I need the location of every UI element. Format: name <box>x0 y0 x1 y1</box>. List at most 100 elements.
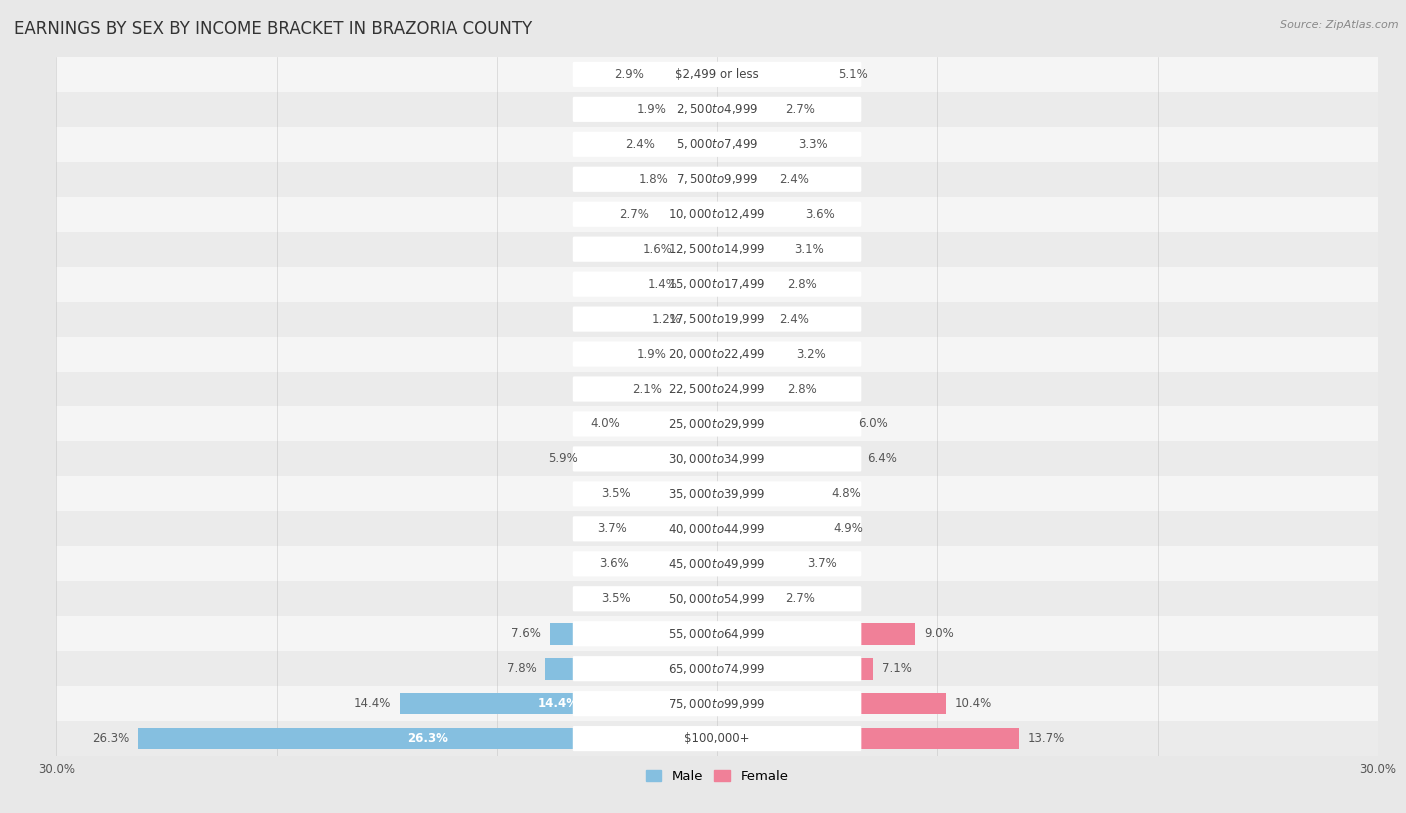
Text: $55,000 to $64,999: $55,000 to $64,999 <box>668 627 766 641</box>
FancyBboxPatch shape <box>572 656 862 681</box>
Bar <box>56 162 1378 197</box>
Text: $17,500 to $19,999: $17,500 to $19,999 <box>668 312 766 326</box>
Text: 7.8%: 7.8% <box>506 663 537 675</box>
Text: $40,000 to $44,999: $40,000 to $44,999 <box>668 522 766 536</box>
Text: 3.2%: 3.2% <box>796 348 827 360</box>
Bar <box>56 581 1378 616</box>
Bar <box>717 63 830 85</box>
Bar <box>56 57 1378 92</box>
Bar <box>717 483 823 505</box>
Bar <box>56 441 1378 476</box>
Bar <box>638 553 717 575</box>
Bar <box>686 273 717 295</box>
Text: 3.6%: 3.6% <box>599 558 628 570</box>
Text: 1.9%: 1.9% <box>637 103 666 115</box>
Text: $12,500 to $14,999: $12,500 to $14,999 <box>668 242 766 256</box>
Text: 2.9%: 2.9% <box>614 68 644 80</box>
Text: EARNINGS BY SEX BY INCOME BRACKET IN BRAZORIA COUNTY: EARNINGS BY SEX BY INCOME BRACKET IN BRA… <box>14 20 533 38</box>
Bar <box>56 127 1378 162</box>
Text: 2.8%: 2.8% <box>787 383 817 395</box>
Text: 4.9%: 4.9% <box>834 523 863 535</box>
FancyBboxPatch shape <box>572 341 862 367</box>
Text: 3.7%: 3.7% <box>598 523 627 535</box>
Text: $15,000 to $17,499: $15,000 to $17,499 <box>668 277 766 291</box>
Bar <box>56 546 1378 581</box>
Bar <box>717 448 858 470</box>
FancyBboxPatch shape <box>572 411 862 437</box>
Bar <box>717 308 770 330</box>
Bar <box>717 168 770 190</box>
Bar <box>675 343 717 365</box>
Bar <box>671 378 717 400</box>
Text: $20,000 to $22,499: $20,000 to $22,499 <box>668 347 766 361</box>
Bar <box>717 98 776 120</box>
Text: 3.7%: 3.7% <box>807 558 837 570</box>
FancyBboxPatch shape <box>572 132 862 157</box>
Text: 10.4%: 10.4% <box>955 698 993 710</box>
Bar <box>56 372 1378 406</box>
Bar <box>628 413 717 435</box>
Text: 3.5%: 3.5% <box>602 488 631 500</box>
Text: 1.6%: 1.6% <box>643 243 673 255</box>
Text: 14.4%: 14.4% <box>354 698 391 710</box>
Bar <box>640 483 717 505</box>
Bar <box>588 448 717 470</box>
Bar <box>717 413 849 435</box>
Legend: Male, Female: Male, Female <box>640 764 794 788</box>
Text: $2,500 to $4,999: $2,500 to $4,999 <box>676 102 758 116</box>
Text: $25,000 to $29,999: $25,000 to $29,999 <box>668 417 766 431</box>
FancyBboxPatch shape <box>572 97 862 122</box>
Bar <box>717 658 873 680</box>
Text: $7,500 to $9,999: $7,500 to $9,999 <box>676 172 758 186</box>
Bar <box>636 518 717 540</box>
Text: Source: ZipAtlas.com: Source: ZipAtlas.com <box>1281 20 1399 30</box>
Bar <box>56 92 1378 127</box>
Bar <box>717 588 776 610</box>
Text: 1.9%: 1.9% <box>637 348 666 360</box>
FancyBboxPatch shape <box>572 202 862 227</box>
Text: 2.4%: 2.4% <box>779 313 808 325</box>
Bar <box>640 588 717 610</box>
Text: 2.4%: 2.4% <box>626 138 655 150</box>
Text: $5,000 to $7,499: $5,000 to $7,499 <box>676 137 758 151</box>
Text: 2.1%: 2.1% <box>633 383 662 395</box>
Bar <box>717 273 779 295</box>
Text: 5.9%: 5.9% <box>548 453 578 465</box>
Text: 2.8%: 2.8% <box>787 278 817 290</box>
Bar <box>56 337 1378 372</box>
Bar <box>717 693 946 715</box>
Text: 3.5%: 3.5% <box>602 593 631 605</box>
Text: 6.4%: 6.4% <box>868 453 897 465</box>
FancyBboxPatch shape <box>572 167 862 192</box>
FancyBboxPatch shape <box>572 516 862 541</box>
Bar <box>56 267 1378 302</box>
Text: 1.8%: 1.8% <box>638 173 669 185</box>
Text: 2.7%: 2.7% <box>786 103 815 115</box>
FancyBboxPatch shape <box>572 446 862 472</box>
FancyBboxPatch shape <box>572 481 862 506</box>
Bar <box>675 98 717 120</box>
Bar <box>546 658 717 680</box>
Text: $65,000 to $74,999: $65,000 to $74,999 <box>668 662 766 676</box>
Bar <box>717 133 790 155</box>
Text: 9.0%: 9.0% <box>924 628 953 640</box>
Text: $100,000+: $100,000+ <box>685 733 749 745</box>
Text: 7.6%: 7.6% <box>510 628 541 640</box>
FancyBboxPatch shape <box>572 307 862 332</box>
Bar <box>717 518 825 540</box>
Text: 13.7%: 13.7% <box>1028 733 1064 745</box>
Text: 3.1%: 3.1% <box>794 243 824 255</box>
Bar <box>56 616 1378 651</box>
Bar <box>717 553 799 575</box>
Text: $10,000 to $12,499: $10,000 to $12,499 <box>668 207 766 221</box>
Bar <box>56 686 1378 721</box>
Text: 7.1%: 7.1% <box>883 663 912 675</box>
Bar <box>56 232 1378 267</box>
Bar <box>658 203 717 225</box>
FancyBboxPatch shape <box>572 62 862 87</box>
Bar <box>717 238 786 260</box>
FancyBboxPatch shape <box>572 272 862 297</box>
Text: 4.8%: 4.8% <box>831 488 862 500</box>
Text: 5.1%: 5.1% <box>838 68 868 80</box>
Text: 6.0%: 6.0% <box>858 418 887 430</box>
